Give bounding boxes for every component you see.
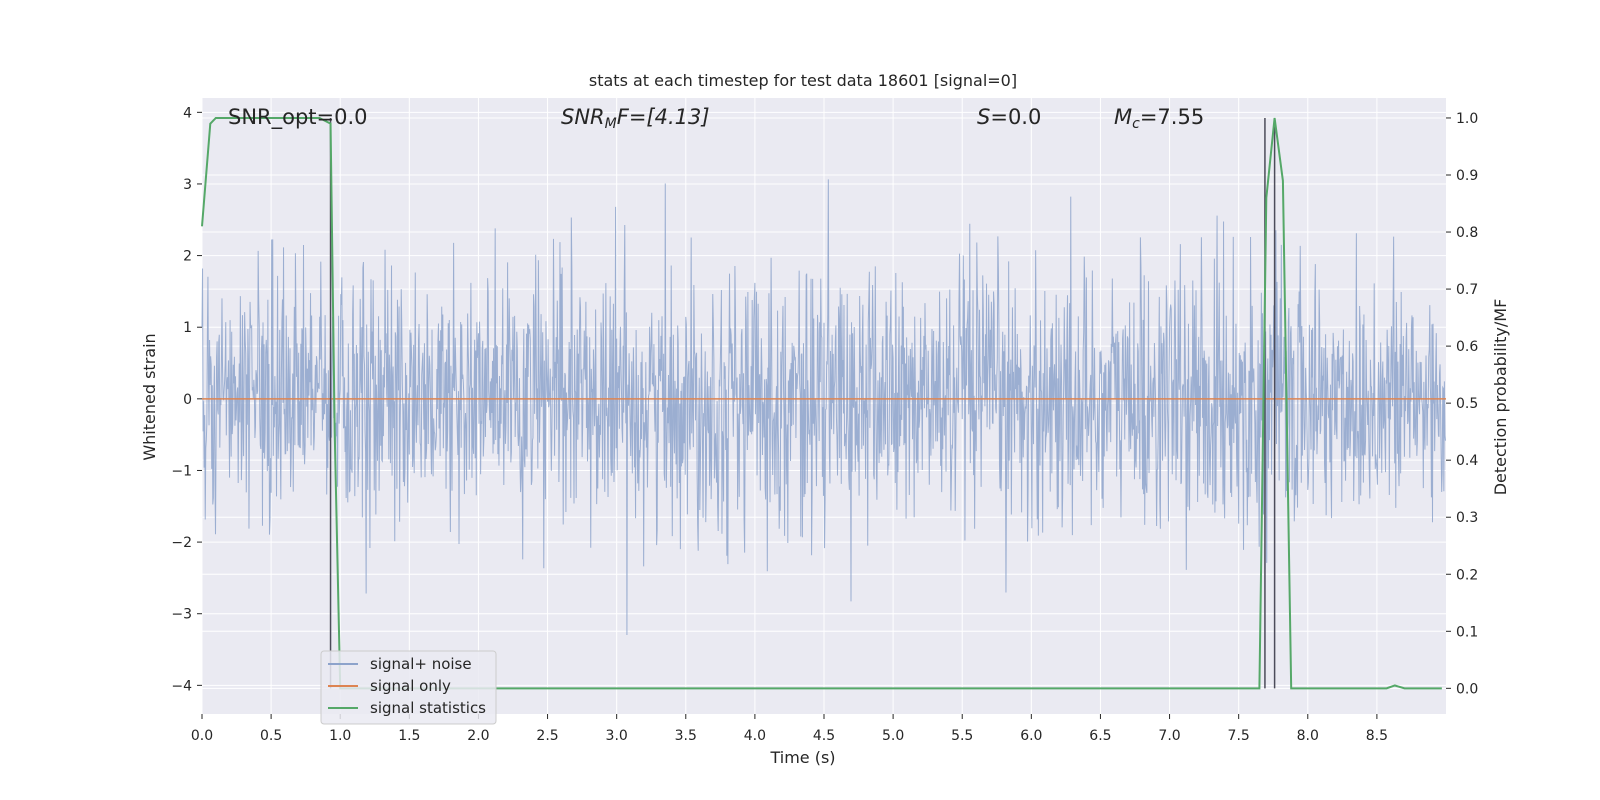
legend-label-signal-noise: signal+ noise xyxy=(370,655,472,673)
annotation-snr-mf-subscript: M xyxy=(605,116,617,132)
annotation-snr-mf: SNRMF=[4.13] xyxy=(561,105,710,132)
x-tick-label: 3.5 xyxy=(675,728,697,744)
annotation-s: S=0.0 xyxy=(977,105,1041,129)
x-tick-label: 2.0 xyxy=(467,728,489,744)
x-tick-label: 5.0 xyxy=(882,728,904,744)
x-tick-label: 7.0 xyxy=(1158,728,1180,744)
legend-box xyxy=(320,650,497,725)
x-tick-label: 1.5 xyxy=(398,728,420,744)
x-tick-label: 0.5 xyxy=(260,728,282,744)
y-tick-label: 2 xyxy=(183,249,192,265)
y2-tick-label: 0.4 xyxy=(1456,453,1478,469)
series-signal-noise-line xyxy=(201,179,1446,636)
y-tick-label: −1 xyxy=(171,463,192,479)
legend-label-signal-only: signal only xyxy=(370,677,451,695)
y2-tick-label: 0.3 xyxy=(1456,510,1478,526)
annotation-mc-subscript: c xyxy=(1132,116,1140,132)
legend-label-signal-statistics: signal statistics xyxy=(370,699,486,717)
x-tick-label: 2.5 xyxy=(536,728,558,744)
legend: signal+ noise signal only signal statist… xyxy=(320,650,497,725)
y2-tick-label: 0.0 xyxy=(1456,681,1478,697)
annotation-mc: Mc=7.55 xyxy=(1114,105,1204,132)
annotation-snr-opt: SNR_opt=0.0 xyxy=(228,105,368,130)
y2-tick-label: 0.8 xyxy=(1456,225,1478,241)
annotation-mc-symbol: M xyxy=(1114,105,1132,129)
y2-tick-label: 0.2 xyxy=(1456,567,1478,583)
annotation-snr-mf-value: F=[4.13] xyxy=(617,105,710,129)
y-tick-label: 3 xyxy=(183,177,192,193)
x-tick-label: 4.5 xyxy=(813,728,835,744)
x-axis-label: Time (s) xyxy=(769,748,835,767)
x-tick-label: 5.5 xyxy=(951,728,973,744)
annotation-s-value: =0.0 xyxy=(990,105,1041,129)
y2-tick-label: 0.6 xyxy=(1456,339,1478,355)
y-tick-label: −2 xyxy=(171,535,192,551)
x-tick-label: 1.0 xyxy=(329,728,351,744)
y2-tick-label: 0.7 xyxy=(1456,282,1478,298)
y2-tick-label: 0.5 xyxy=(1456,396,1478,412)
chart-title: stats at each timestep for test data 186… xyxy=(589,71,1017,90)
y2-axis-label: Detection probability/MF xyxy=(1491,299,1510,496)
y-tick-label: −4 xyxy=(171,678,192,694)
y2-tick-label: 1.0 xyxy=(1456,111,1478,127)
y-tick-label: 4 xyxy=(183,105,192,121)
annotation-mc-value: =7.55 xyxy=(1140,105,1204,129)
y-tick-label: −3 xyxy=(171,607,192,623)
y-tick-label: 1 xyxy=(183,320,192,336)
x-tick-label: 4.0 xyxy=(744,728,766,744)
y-axis-label: Whitened strain xyxy=(140,333,159,460)
annotation-snr-mf-symbol: SNR xyxy=(561,105,605,129)
x-tick-label: 8.5 xyxy=(1366,728,1388,744)
x-tick-label: 8.0 xyxy=(1297,728,1319,744)
x-tick-label: 0.0 xyxy=(191,728,213,744)
x-tick-label: 6.0 xyxy=(1020,728,1042,744)
x-tick-label: 3.0 xyxy=(606,728,628,744)
y2-tick-label: 0.9 xyxy=(1456,168,1478,184)
x-tick-label: 7.5 xyxy=(1228,728,1250,744)
annotation-s-symbol: S xyxy=(977,105,990,129)
x-tick-label: 6.5 xyxy=(1089,728,1111,744)
y-tick-label: 0 xyxy=(183,392,192,408)
y2-tick-label: 0.1 xyxy=(1456,624,1478,640)
